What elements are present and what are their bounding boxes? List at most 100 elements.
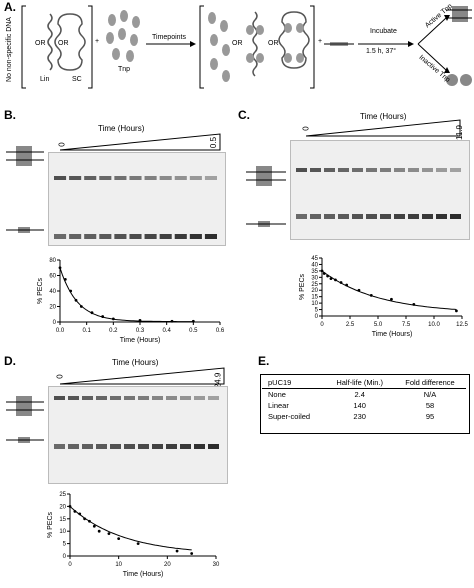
gel-band-complex bbox=[110, 396, 121, 400]
x-tick-label: 0.4 bbox=[162, 328, 171, 334]
gel-c-start: 0 bbox=[301, 126, 311, 131]
x-tick-label: 10 bbox=[115, 562, 122, 568]
table-cell: 95 bbox=[425, 412, 435, 421]
x-tick-label: 2.5 bbox=[346, 322, 355, 328]
gel-band-free bbox=[352, 214, 363, 219]
gel-band-free bbox=[99, 234, 112, 239]
gel-d-fragment-icon bbox=[6, 437, 44, 443]
gel-band-free bbox=[69, 234, 82, 239]
gel-band-complex bbox=[174, 176, 187, 180]
y-tick-label: 15 bbox=[311, 295, 318, 301]
y-tick-label: 25 bbox=[59, 492, 66, 498]
gel-band-complex bbox=[180, 396, 191, 400]
data-point bbox=[83, 517, 86, 521]
gel-d-complex-icon bbox=[6, 396, 44, 416]
gel-band-free bbox=[180, 444, 191, 449]
y-tick-label: 60 bbox=[49, 274, 56, 280]
gel-band-free bbox=[68, 444, 79, 449]
plus-label-1: + bbox=[95, 38, 100, 45]
gel-band-complex bbox=[422, 168, 433, 172]
gel-band-complex bbox=[84, 176, 97, 180]
chart-b: 0.0 0.1 0.2 0.3 0.4 0.5 0.6 0 20 40 60 80 Time (Hour… bbox=[37, 258, 225, 344]
y-tick-label: 40 bbox=[311, 262, 318, 268]
gel-band-free bbox=[129, 234, 142, 239]
x-tick-label: 0.3 bbox=[136, 328, 145, 334]
y-tick-label: 20 bbox=[49, 305, 56, 311]
data-point bbox=[190, 552, 194, 555]
half-life-table: pUC19 Half-life (Min.) Fold difference N… bbox=[262, 377, 466, 422]
inactive-tnp-icon bbox=[446, 74, 472, 86]
data-point bbox=[412, 303, 416, 306]
gel-band-complex bbox=[189, 176, 202, 180]
gel-d-image bbox=[48, 386, 228, 484]
sc-label: SC bbox=[72, 76, 82, 83]
y-tick-label: 30 bbox=[311, 275, 318, 281]
gel-band-free bbox=[166, 444, 177, 449]
summary-table-frame bbox=[260, 374, 470, 434]
y-tick-label: 15 bbox=[59, 517, 66, 523]
x-tick-label: 0.0 bbox=[56, 328, 65, 334]
fit-curve bbox=[321, 270, 457, 310]
gel-c-bands bbox=[296, 168, 461, 219]
tnp-cluster-icon bbox=[106, 10, 140, 62]
chart-d: 0 10 20 30 0 5 10 15 20 25 Time (Hours) % PECs bbox=[47, 492, 220, 578]
gel-band-complex bbox=[152, 396, 163, 400]
y-tick-label: 0 bbox=[63, 554, 67, 560]
data-point bbox=[322, 272, 326, 275]
gel-band-free bbox=[110, 444, 121, 449]
x-axis-label: Time (Hours) bbox=[123, 571, 164, 578]
fit-curve bbox=[59, 267, 194, 323]
data-point bbox=[175, 549, 179, 553]
gel-band-free bbox=[408, 214, 419, 219]
gel-d-bands bbox=[54, 396, 219, 449]
table-cell: 58 bbox=[425, 401, 435, 410]
lin-label: Lin bbox=[40, 76, 50, 83]
gel-band-complex bbox=[380, 168, 391, 172]
table-cell: Super-coiled bbox=[268, 412, 311, 421]
data-point bbox=[73, 509, 77, 513]
gel-band-free bbox=[422, 214, 433, 219]
incubate-condition: 1.5 h, 37° bbox=[366, 48, 397, 55]
chart-c: 0 2.5 5.0 7.5 10.0 12.5051015202530354045Time… bbox=[299, 256, 468, 338]
y-tick-label: 25 bbox=[311, 282, 318, 288]
x-axis-label: Time (Hours) bbox=[372, 331, 413, 338]
y-tick-label: 5 bbox=[315, 308, 319, 314]
gel-c-image bbox=[290, 140, 470, 240]
gel-band-complex bbox=[352, 168, 363, 172]
gel-b-fragment-icon bbox=[6, 227, 44, 233]
gel-band-complex bbox=[450, 168, 461, 172]
or-label-2: OR bbox=[58, 40, 69, 47]
gel-b-start: 0 bbox=[57, 142, 67, 147]
y-tick-label: 5 bbox=[63, 542, 67, 548]
data-point bbox=[357, 288, 361, 292]
gel-c-wedge bbox=[306, 119, 461, 137]
gel-band-free bbox=[366, 214, 377, 219]
y-tick-label: 0 bbox=[315, 314, 319, 320]
x-tick-label: 20 bbox=[164, 562, 171, 568]
gel-b-wedge bbox=[60, 133, 221, 151]
y-tick-label: 0 bbox=[53, 320, 57, 326]
gel-band-free bbox=[138, 444, 149, 449]
gel-d-title: Time (Hours) bbox=[112, 358, 159, 367]
gel-band-free bbox=[189, 234, 202, 239]
gel-band-complex bbox=[159, 176, 172, 180]
gel-band-free bbox=[54, 234, 67, 239]
timepoints-label: Timepoints bbox=[152, 34, 186, 41]
x-tick-label: 10.0 bbox=[428, 322, 440, 328]
panel-d-label: D. bbox=[4, 354, 16, 368]
gel-band-complex bbox=[408, 168, 419, 172]
incubate-label: Incubate bbox=[370, 28, 397, 35]
gel-b-bands bbox=[54, 176, 217, 239]
x-tick-label: 0.1 bbox=[82, 328, 91, 334]
table-cell: 2.4 bbox=[354, 390, 365, 399]
data-point bbox=[69, 289, 73, 293]
table-header: Fold difference bbox=[394, 377, 466, 389]
gel-band-complex bbox=[310, 168, 321, 172]
panel-c-label: C. bbox=[238, 108, 250, 122]
gel-band-complex bbox=[166, 396, 177, 400]
panel-e-label: E. bbox=[258, 354, 270, 368]
y-tick-label: 40 bbox=[49, 289, 56, 295]
gel-band-complex bbox=[324, 168, 335, 172]
gel-band-free bbox=[338, 214, 349, 219]
table-row: Linear 140 58 bbox=[262, 400, 466, 411]
